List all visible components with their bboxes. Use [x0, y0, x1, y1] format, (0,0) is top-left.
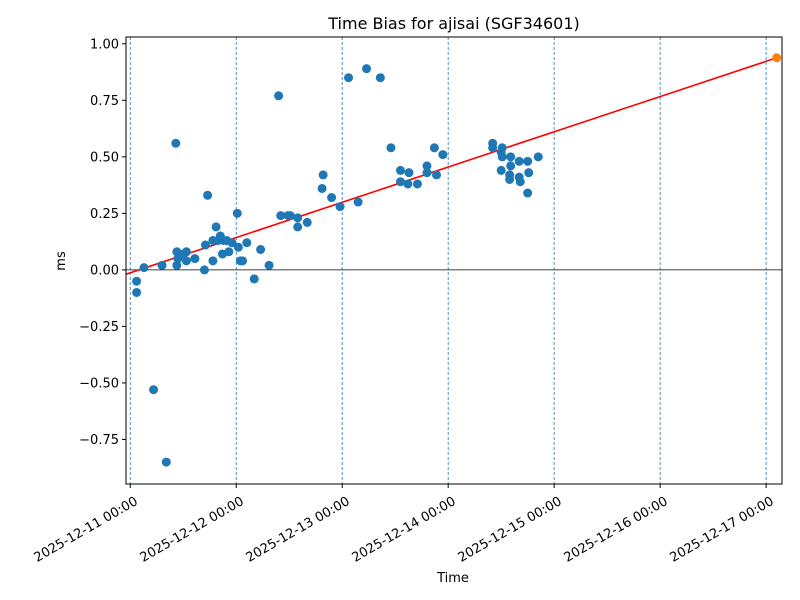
x-tick-label: 2025-12-16 00:00 [562, 494, 671, 566]
data-point [203, 190, 213, 200]
x-tick-label: 2025-12-13 00:00 [244, 494, 353, 566]
data-point [432, 170, 442, 180]
data-point [302, 217, 312, 227]
data-point [211, 222, 221, 232]
data-point [227, 238, 237, 248]
data-point [335, 202, 345, 212]
data-point [149, 385, 159, 395]
data-point [533, 152, 543, 162]
data-point [256, 245, 266, 255]
data-point [353, 197, 363, 207]
data-point [317, 183, 327, 193]
data-point [344, 73, 354, 83]
data-point [161, 457, 171, 467]
data-point [181, 247, 191, 257]
y-tick-label: 0.75 [90, 94, 119, 109]
data-point [200, 240, 210, 250]
data-point [293, 222, 303, 232]
x-tick-label: 2025-12-11 00:00 [32, 494, 141, 566]
data-point [506, 161, 516, 171]
data-point [293, 213, 303, 223]
data-point [403, 179, 413, 189]
data-point [132, 287, 142, 297]
data-point [276, 211, 286, 221]
data-point [496, 165, 506, 175]
data-point [438, 150, 448, 160]
data-point [404, 168, 414, 178]
data-point [232, 208, 242, 218]
data-point [285, 211, 295, 221]
data-point [157, 260, 167, 270]
x-tick-label: 2025-12-15 00:00 [456, 494, 565, 566]
y-tick-label: −0.50 [79, 376, 119, 391]
data-point [208, 256, 218, 266]
data-point [362, 64, 372, 74]
data-point [224, 247, 234, 257]
data-point [412, 179, 422, 189]
data-point [497, 152, 507, 162]
x-tick-label: 2025-12-14 00:00 [350, 494, 459, 566]
data-point [514, 156, 524, 166]
y-tick-label: 0.25 [90, 207, 119, 222]
data-point [429, 143, 439, 153]
data-point [488, 143, 498, 153]
fit-line [125, 57, 777, 275]
prediction-point [772, 53, 782, 63]
data-point [171, 138, 181, 148]
data-point [327, 193, 337, 203]
x-axis-label: Time [436, 571, 469, 586]
plot-frame [125, 36, 783, 485]
data-point [506, 152, 516, 162]
data-point [181, 256, 191, 266]
data-point [386, 143, 396, 153]
y-tick-label: −0.25 [79, 320, 119, 335]
data-point [139, 263, 149, 273]
data-point [190, 254, 200, 264]
data-point [395, 177, 405, 187]
x-tick-label: 2025-12-17 00:00 [668, 494, 777, 566]
y-tick-label: −0.75 [79, 433, 119, 448]
data-point [524, 168, 534, 178]
data-point [249, 274, 259, 284]
data-point [172, 260, 182, 270]
chart-title: Time Bias for ajisai (SGF34601) [327, 14, 579, 33]
data-point [523, 188, 533, 198]
data-point [199, 265, 209, 275]
data-point [264, 260, 274, 270]
data-point [132, 276, 142, 286]
data-point [422, 168, 432, 178]
y-tick-label: 0.50 [90, 150, 119, 165]
data-point [238, 256, 248, 266]
data-point [274, 91, 284, 101]
data-point [318, 170, 328, 180]
data-point [375, 73, 385, 83]
data-point [505, 174, 515, 184]
data-point [523, 156, 533, 166]
data-point [515, 177, 525, 187]
x-tick-label: 2025-12-12 00:00 [138, 494, 247, 566]
y-tick-label: 1.00 [90, 37, 119, 52]
y-tick-label: 0.00 [90, 263, 119, 278]
y-axis-label: ms [54, 251, 69, 271]
data-point [242, 238, 252, 248]
data-point [422, 161, 432, 171]
data-point [233, 242, 243, 252]
data-point [395, 165, 405, 175]
